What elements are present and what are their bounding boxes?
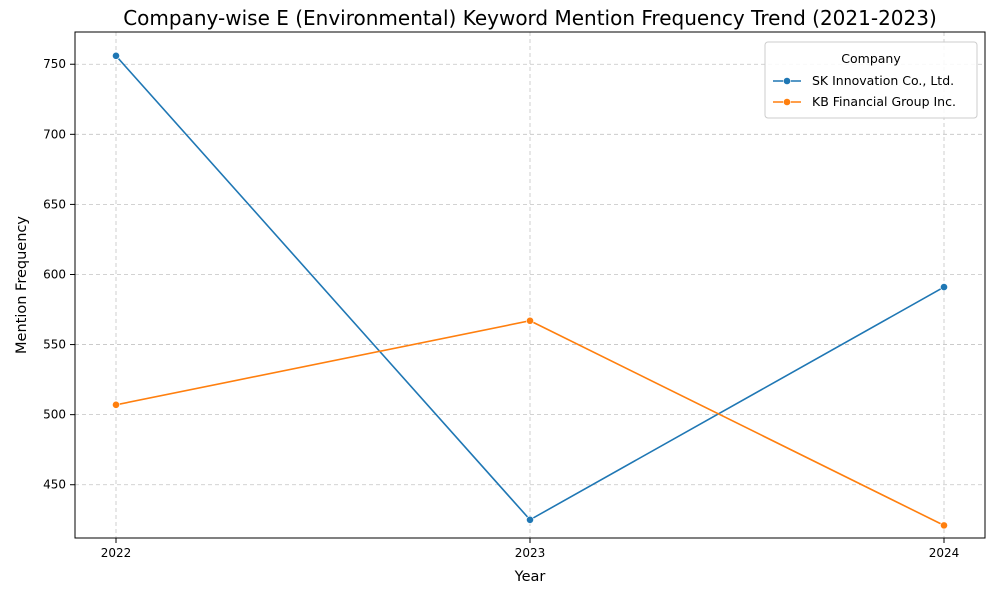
- y-tick-label: 600: [43, 267, 66, 281]
- y-tick-label: 700: [43, 127, 66, 141]
- y-axis-label: Mention Frequency: [14, 216, 30, 354]
- legend: Company SK Innovation Co., Ltd. KB Financ…: [764, 41, 978, 119]
- x-tick-label: 2022: [101, 546, 132, 560]
- data-point: [940, 283, 948, 292]
- data-point: [526, 316, 534, 325]
- x-tick-label: 2024: [929, 546, 960, 560]
- legend-marker: [783, 77, 791, 85]
- y-tick-label: 550: [43, 338, 66, 352]
- legend-marker: [783, 98, 791, 106]
- series-layer: [112, 51, 948, 530]
- y-tick-label: 750: [43, 57, 66, 71]
- y-tick-label: 450: [43, 478, 66, 492]
- legend-label: SK Innovation Co., Ltd.: [812, 73, 954, 88]
- legend-title: Company: [841, 51, 901, 66]
- x-tick-label: 2023: [515, 546, 546, 560]
- y-tick-label: 650: [43, 197, 66, 211]
- x-axis-label: Year: [514, 569, 546, 585]
- data-point: [940, 521, 948, 530]
- legend-label: KB Financial Group Inc.: [812, 94, 956, 109]
- y-tick-label: 500: [43, 408, 66, 422]
- data-point: [526, 515, 534, 524]
- legend-box: [764, 41, 978, 119]
- data-point: [112, 51, 120, 60]
- data-point: [112, 400, 120, 409]
- chart-title: Company-wise E (Environmental) Keyword M…: [123, 6, 937, 30]
- ticks: 2022 2023 2024 450 500 550 600 650 700 750: [43, 57, 959, 560]
